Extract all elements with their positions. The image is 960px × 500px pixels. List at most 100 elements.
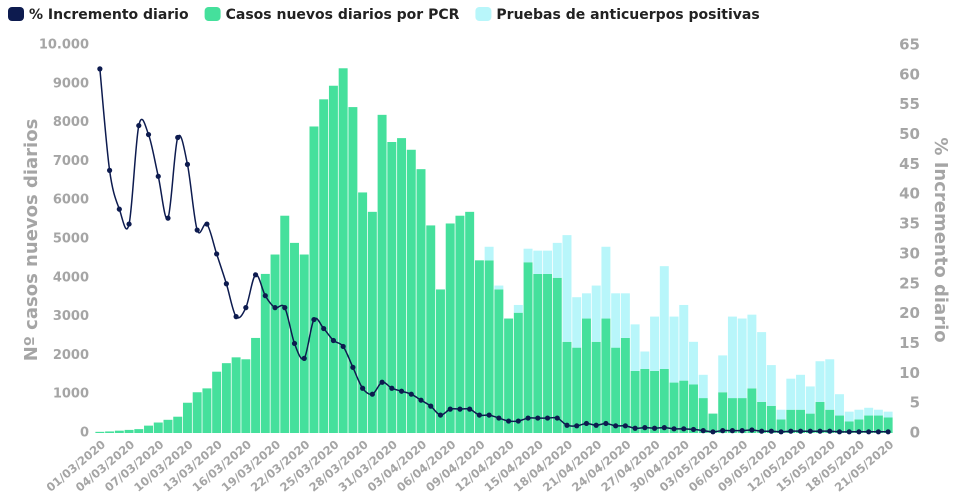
bar	[397, 138, 407, 433]
bar	[815, 401, 825, 433]
bar	[572, 347, 582, 433]
bar	[698, 398, 708, 433]
line-point	[593, 422, 599, 428]
line-point	[681, 426, 687, 432]
legend-label: % Incremento diario	[29, 7, 189, 23]
line-point	[447, 406, 453, 412]
y2-tick-label: 35	[899, 215, 920, 233]
bar	[786, 378, 796, 410]
bar	[494, 285, 504, 290]
line-point	[184, 161, 191, 167]
bar	[309, 126, 319, 433]
line-point	[136, 122, 142, 129]
line-point	[194, 227, 200, 233]
bar	[737, 398, 747, 433]
bar	[251, 337, 261, 433]
line-point	[564, 422, 570, 428]
bar	[611, 347, 621, 433]
bar	[659, 266, 669, 369]
y2-tick-label: 55	[899, 95, 920, 113]
y-tick-label: 8000	[53, 115, 89, 130]
bar	[552, 277, 562, 433]
bar	[718, 355, 728, 393]
line-point	[690, 426, 697, 433]
line-point	[836, 429, 843, 435]
bar	[659, 368, 669, 433]
bar	[669, 382, 679, 433]
line-point	[622, 423, 628, 429]
bar	[825, 359, 835, 410]
line-point	[214, 251, 220, 257]
line-point	[574, 423, 580, 429]
y-tick-label: 2000	[53, 348, 89, 363]
line-point	[778, 429, 784, 435]
y-tick-label: 0	[80, 426, 89, 441]
line-point	[642, 425, 648, 431]
line-point	[583, 420, 590, 427]
line-point	[243, 305, 249, 311]
line-point	[301, 355, 307, 361]
line-point	[321, 325, 327, 332]
line-point	[875, 429, 882, 435]
bar	[114, 430, 124, 433]
line-point	[428, 403, 434, 409]
bar	[377, 114, 387, 433]
y2-tick-label: 20	[899, 304, 920, 322]
line-point	[204, 221, 210, 227]
line-point	[369, 391, 375, 397]
line-point	[262, 293, 268, 299]
line-point	[350, 364, 356, 370]
line-point	[632, 425, 638, 431]
bar	[406, 149, 416, 433]
bar	[552, 242, 562, 278]
line-point	[720, 428, 726, 434]
line-point	[505, 418, 512, 424]
bar	[338, 68, 348, 433]
bar	[727, 398, 737, 433]
line-point	[340, 343, 346, 350]
line-point	[145, 131, 152, 138]
bar	[484, 246, 494, 261]
bar	[679, 304, 689, 381]
y2-tick-label: 45	[899, 155, 920, 173]
bar	[825, 409, 835, 433]
bar	[757, 332, 767, 402]
bar	[387, 142, 397, 433]
bar	[124, 429, 134, 433]
bar	[815, 361, 825, 402]
bar	[776, 419, 786, 433]
line-point	[106, 167, 113, 173]
bar	[747, 388, 757, 433]
legend-swatch	[204, 7, 221, 21]
bar	[834, 394, 844, 416]
line-point	[797, 428, 804, 434]
bar	[533, 273, 543, 433]
bar	[513, 304, 523, 313]
line-point	[389, 385, 395, 391]
legend-swatch	[8, 7, 24, 21]
bar	[630, 370, 640, 433]
bar	[883, 411, 893, 418]
line-point	[330, 337, 337, 344]
bar	[747, 314, 757, 389]
bar	[163, 419, 173, 433]
bar	[591, 341, 601, 433]
bar	[445, 223, 455, 433]
y-tick-label: 5000	[53, 232, 89, 247]
legend-swatch	[475, 7, 492, 21]
bar	[173, 416, 183, 433]
line-point	[379, 379, 385, 385]
bar	[513, 312, 523, 433]
bar	[299, 254, 309, 433]
bar	[698, 374, 708, 399]
line-point	[554, 415, 560, 421]
bar	[543, 250, 553, 274]
bar	[105, 431, 115, 433]
bar	[854, 409, 864, 420]
line-point	[126, 221, 132, 227]
bar	[153, 422, 163, 433]
bar	[883, 417, 893, 433]
bar	[562, 235, 572, 342]
bar	[241, 359, 251, 433]
bar	[854, 419, 864, 433]
